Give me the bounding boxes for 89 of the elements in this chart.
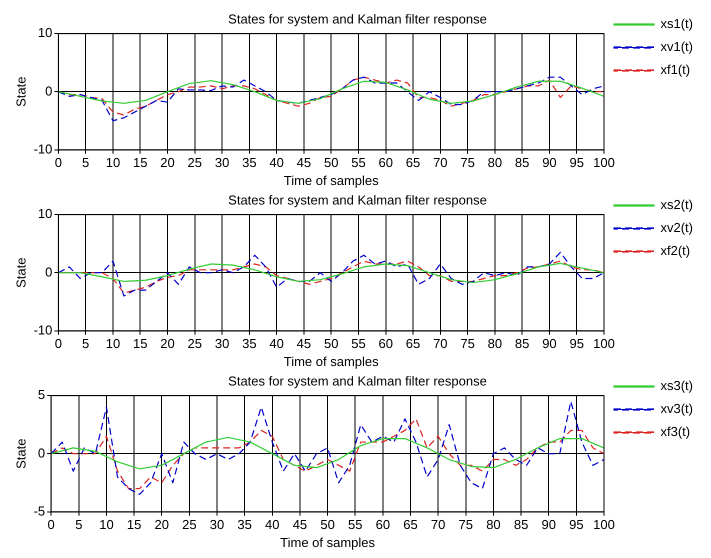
chart-title: States for system and Kalman filter response xyxy=(228,11,487,26)
x-tick-label: 20 xyxy=(154,517,169,532)
x-axis-title: Time of samples xyxy=(280,534,376,550)
y-tick-label: 0 xyxy=(38,445,46,460)
y-tick-label: 0 xyxy=(45,264,52,280)
x-tick-label: 45 xyxy=(292,517,308,532)
legend-label: xf1(t) xyxy=(660,62,690,78)
x-tick-label: 30 xyxy=(210,517,224,532)
y-tick-label: 10 xyxy=(38,206,52,222)
x-tick-label: 10 xyxy=(99,517,114,532)
x-tick-label: 5 xyxy=(82,336,90,352)
y-tick-label: -10 xyxy=(34,322,52,338)
legend-label: xs3(t) xyxy=(660,378,693,394)
x-tick-label: 75 xyxy=(460,336,475,352)
x-axis-title: Time of samples xyxy=(284,354,380,369)
x-tick-label: 50 xyxy=(324,155,338,170)
x-tick-label: 25 xyxy=(182,517,197,532)
y-axis-title: State xyxy=(13,76,28,107)
x-tick-label: 40 xyxy=(269,155,284,170)
x-tick-label: 75 xyxy=(460,155,475,170)
x-tick-label: 5 xyxy=(82,155,90,170)
x-tick-label: 65 xyxy=(406,155,420,170)
legend-label: xs2(t) xyxy=(660,197,693,212)
x-tick-label: 80 xyxy=(488,336,502,352)
y-tick-label: -5 xyxy=(34,503,46,518)
legend-label: xv1(t) xyxy=(660,39,693,54)
x-tick-label: 75 xyxy=(458,517,474,532)
y-axis-title: State xyxy=(13,438,28,469)
x-tick-label: 0 xyxy=(54,336,62,352)
x-tick-label: 70 xyxy=(433,336,448,352)
x-tick-label: 5 xyxy=(75,517,82,532)
x-tick-label: 70 xyxy=(433,155,448,170)
y-tick-label: 5 xyxy=(38,387,46,402)
x-tick-label: 95 xyxy=(569,517,584,532)
x-tick-label: 100 xyxy=(593,336,615,352)
x-tick-label: 65 xyxy=(403,517,418,532)
x-tick-label: 65 xyxy=(406,336,420,352)
x-tick-label: 95 xyxy=(569,155,584,170)
x-tick-label: 60 xyxy=(376,517,390,532)
x-tick-label: 85 xyxy=(514,517,528,532)
x-tick-label: 35 xyxy=(242,155,257,170)
x-tick-label: 35 xyxy=(237,517,252,532)
x-tick-label: 50 xyxy=(320,517,335,532)
x-tick-label: 55 xyxy=(348,517,362,532)
y-tick-label: 0 xyxy=(45,83,52,98)
chart-title: States for system and Kalman filter response xyxy=(228,373,487,388)
x-tick-label: 90 xyxy=(542,155,557,170)
x-tick-label: 60 xyxy=(378,155,393,170)
x-tick-label: 85 xyxy=(514,155,530,170)
x-tick-label: 90 xyxy=(542,336,557,352)
y-tick-label: -10 xyxy=(34,141,52,156)
legend-label: xs1(t) xyxy=(660,16,693,32)
x-tick-label: 30 xyxy=(214,336,230,352)
x-tick-label: 45 xyxy=(296,155,312,170)
chart-title: States for system and Kalman filter response xyxy=(228,192,487,208)
x-tick-label: 55 xyxy=(351,155,366,170)
y-axis-title: State xyxy=(13,258,28,288)
x-tick-label: 70 xyxy=(430,517,446,532)
x-tick-label: 95 xyxy=(569,336,584,352)
x-axis-title: Time of samples xyxy=(284,172,380,188)
legend-label: xf3(t) xyxy=(660,424,690,440)
x-tick-label: 50 xyxy=(324,336,338,352)
x-tick-label: 60 xyxy=(378,336,393,352)
legend-label: xf2(t) xyxy=(660,243,690,258)
x-tick-label: 25 xyxy=(188,336,202,352)
x-tick-label: 10 xyxy=(106,155,120,170)
x-tick-label: 85 xyxy=(514,336,530,352)
x-tick-label: 10 xyxy=(106,336,120,352)
x-tick-label: 80 xyxy=(488,155,502,170)
x-tick-label: 15 xyxy=(132,336,148,352)
x-tick-label: 30 xyxy=(214,155,230,170)
x-tick-label: 100 xyxy=(593,517,615,532)
x-tick-label: 20 xyxy=(160,155,175,170)
x-tick-label: 80 xyxy=(486,517,501,532)
x-tick-label: 15 xyxy=(132,155,148,170)
x-tick-label: 90 xyxy=(541,517,556,532)
x-tick-label: 25 xyxy=(188,155,202,170)
x-tick-label: 55 xyxy=(351,336,366,352)
x-tick-label: 20 xyxy=(160,336,175,352)
y-tick-label: 10 xyxy=(38,25,52,40)
x-tick-label: 100 xyxy=(593,155,615,170)
x-tick-label: 15 xyxy=(126,517,142,532)
x-tick-label: 40 xyxy=(265,517,280,532)
legend-label: xv2(t) xyxy=(660,220,693,236)
x-tick-label: 40 xyxy=(269,336,284,352)
legend-label: xv3(t) xyxy=(660,401,693,416)
x-tick-label: 45 xyxy=(296,336,312,352)
x-tick-label: 35 xyxy=(242,336,257,352)
x-tick-label: 0 xyxy=(54,155,62,170)
